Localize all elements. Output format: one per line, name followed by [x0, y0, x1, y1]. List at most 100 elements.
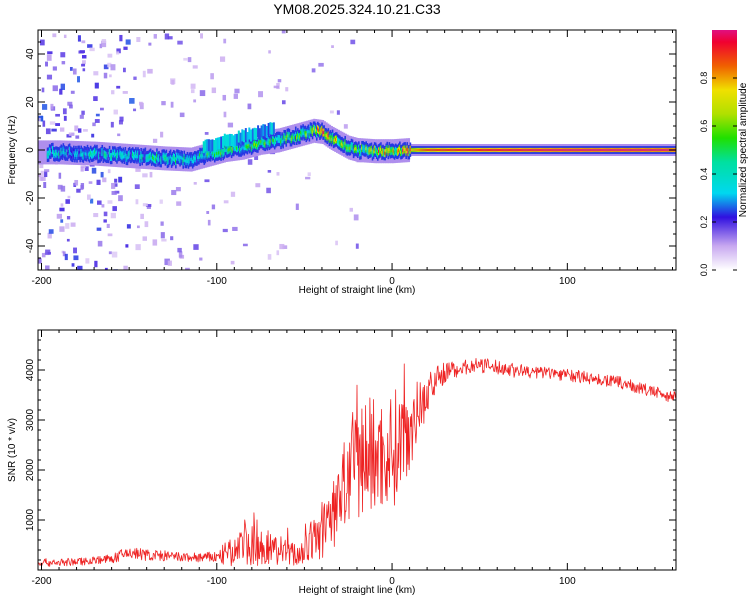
heatmap-cell: [384, 151, 386, 155]
heatmap-cell: [544, 149, 546, 151]
heatmap-cell: [258, 141, 260, 145]
heatmap-cell: [568, 149, 570, 151]
heatmap-cell: [101, 150, 103, 154]
heatmap-cell: [228, 147, 230, 152]
heatmap-cell: [111, 151, 114, 155]
heatmap-cell: [461, 149, 463, 151]
heatmap-cell: [232, 226, 238, 231]
colorbar-tick-label: 0.4: [699, 168, 709, 181]
heatmap-cell: [90, 153, 93, 157]
heatmap-cell: [181, 156, 183, 160]
heatmap-cell: [168, 156, 170, 160]
heatmap-cell: [91, 167, 97, 174]
heatmap-cell: [465, 149, 467, 151]
heatmap-cell: [445, 149, 447, 151]
heatmap-cell: [450, 149, 452, 151]
heatmap-cell: [632, 149, 634, 151]
heatmap-cell: [178, 155, 180, 159]
heatmap-cell: [455, 149, 458, 151]
heatmap-cell: [471, 149, 473, 151]
heatmap-cell: [664, 149, 666, 151]
heatmap-cell: [441, 149, 443, 151]
heatmap-cell: [541, 149, 543, 151]
heatmap-cell: [386, 147, 388, 151]
heatmap-cell: [375, 150, 378, 154]
heatmap-cell: [649, 149, 651, 151]
heatmap-cell: [111, 182, 116, 189]
heatmap-cell: [277, 79, 282, 83]
heatmap-cell: [543, 149, 545, 151]
heatmap-cell: [251, 128, 254, 141]
heatmap-cell: [305, 133, 307, 137]
heatmap-cell: [39, 39, 45, 46]
heatmap-cell: [225, 148, 227, 152]
heatmap-cell: [130, 153, 133, 158]
heatmap-cell: [52, 66, 57, 71]
heatmap-cell: [656, 149, 658, 151]
heatmap-cell: [238, 147, 240, 152]
heatmap-cell: [372, 150, 374, 154]
heatmap-cell: [193, 99, 197, 103]
heatmap-cell: [346, 146, 348, 151]
heatmap-cell: [185, 267, 190, 270]
heatmap-cell: [117, 133, 121, 137]
heatmap-cell: [575, 149, 577, 151]
heatmap-cell: [45, 265, 50, 270]
heatmap-cell: [167, 158, 169, 162]
heatmap-cell: [66, 238, 70, 242]
heatmap-cell: [288, 134, 290, 138]
heatmap-cell: [616, 149, 618, 151]
heatmap-cell: [604, 149, 606, 151]
heatmap-cell: [136, 225, 140, 229]
heatmap-cell: [213, 140, 216, 153]
heatmap-cell: [434, 149, 437, 151]
heatmap-cell: [376, 151, 379, 156]
heatmap-cell: [391, 149, 393, 153]
heatmap-cell: [63, 115, 67, 121]
heatmap-cell: [185, 159, 187, 163]
heatmap-cell: [330, 137, 332, 141]
heatmap-cell: [86, 150, 88, 154]
heatmap-cell: [396, 150, 399, 154]
heatmap-cell: [145, 203, 152, 207]
heatmap-cell: [87, 44, 93, 48]
heatmap-cell: [93, 213, 99, 218]
heatmap-cell: [285, 137, 287, 142]
heatmap-cell: [93, 96, 98, 102]
heatmap-cell: [525, 149, 527, 151]
heatmap-cell: [297, 133, 299, 137]
heatmap-cell: [276, 250, 280, 256]
heatmap-cell: [110, 212, 116, 219]
heatmap-cell: [353, 147, 356, 151]
heatmap-cell: [484, 149, 486, 151]
heatmap-cell: [468, 149, 470, 151]
heatmap-cell: [75, 135, 80, 139]
heatmap-cell: [93, 71, 99, 76]
heatmap-cell: [337, 139, 339, 143]
heatmap-cell: [152, 138, 158, 143]
heatmap-cell: [72, 153, 74, 157]
heatmap-cell: [55, 123, 61, 126]
heatmap-cell: [243, 146, 245, 150]
heatmap-cell: [204, 179, 210, 183]
heatmap-cell: [90, 198, 94, 204]
heatmap-cell: [74, 153, 76, 157]
heatmap-cell: [198, 155, 200, 159]
heatmap-cell: [144, 153, 146, 157]
heatmap-cell: [116, 154, 118, 159]
heatmap-cell: [110, 64, 116, 71]
heatmap-cell: [593, 149, 595, 151]
colorbar-label: Normalized spectral amplitude: [738, 82, 749, 217]
heatmap-cell: [110, 155, 113, 159]
y-tick-label: 3000: [25, 408, 36, 431]
heatmap-cell: [503, 149, 505, 151]
heatmap-cell: [363, 147, 365, 151]
heatmap-cell: [350, 144, 352, 148]
heatmap-cell: [562, 149, 564, 151]
heatmap-cell: [586, 149, 588, 151]
heatmap-cell: [385, 149, 387, 153]
heatmap-cell: [46, 54, 52, 61]
heatmap-cell: [492, 149, 494, 151]
heatmap-cell: [329, 110, 334, 114]
